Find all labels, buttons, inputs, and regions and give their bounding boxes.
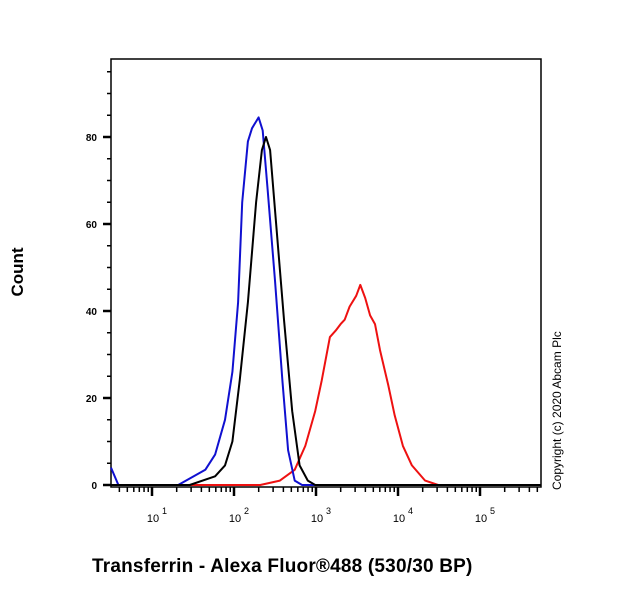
series-black-line — [111, 136, 542, 486]
series-blue-line — [110, 116, 542, 486]
y-tick-label: 20 — [86, 394, 98, 405]
series-lines — [110, 116, 542, 486]
copyright-annotation: Copyright (c) 2020 Abcam Plc — [550, 331, 564, 490]
y-axis: 0 20 40 60 80 — [86, 71, 111, 492]
svg-text:2: 2 — [244, 506, 249, 516]
svg-text:1: 1 — [162, 506, 167, 516]
y-tick-label: 80 — [86, 133, 98, 144]
plot-border — [110, 58, 542, 488]
x-tick-label: 10 — [311, 513, 323, 525]
plot-frame — [110, 58, 542, 488]
x-tick-label: 10 — [393, 513, 405, 525]
x-tick-label: 10 — [475, 513, 487, 525]
x-axis-label: Transferrin - Alexa Fluor®488 (530/30 BP… — [92, 556, 473, 577]
svg-text:3: 3 — [326, 506, 331, 516]
y-axis-label: Count — [8, 247, 27, 297]
y-tick-label: 40 — [86, 307, 98, 318]
x-tick-label: 10 — [229, 513, 241, 525]
svg-text:4: 4 — [408, 506, 413, 516]
svg-text:5: 5 — [490, 506, 495, 516]
y-tick-label: 60 — [86, 220, 98, 231]
series-red-line — [111, 283, 542, 486]
y-tick-label: 0 — [91, 481, 97, 492]
x-tick-label: 10 — [147, 513, 159, 525]
